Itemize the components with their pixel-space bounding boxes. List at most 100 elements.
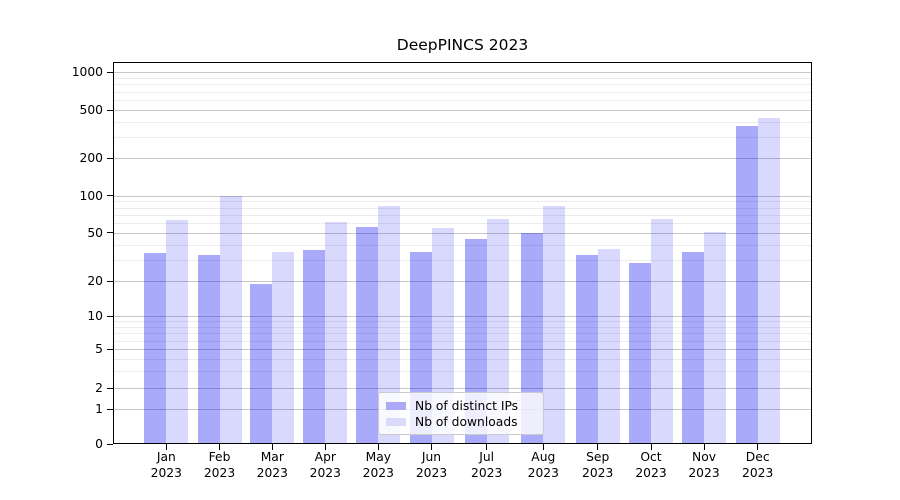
bar-distinct-ips-oct — [629, 263, 651, 443]
x-tick — [597, 444, 599, 450]
x-tick — [377, 444, 379, 450]
x-tick-label: Sep 2023 — [582, 450, 614, 480]
gridline-major — [114, 158, 811, 160]
x-tick — [757, 444, 759, 450]
y-tick — [107, 232, 113, 234]
gridline-major — [114, 349, 811, 351]
bar-downloads-feb — [219, 195, 242, 443]
y-tick — [107, 71, 113, 73]
y-tick — [107, 387, 113, 389]
gridline-minor — [114, 84, 811, 86]
x-tick — [542, 444, 544, 450]
y-tick-label: 100 — [79, 188, 103, 203]
x-tick — [324, 444, 326, 450]
gridline-minor — [114, 358, 811, 360]
y-tick-label: 200 — [79, 151, 103, 166]
plot-area — [113, 62, 812, 444]
legend-item-downloads: Nb of downloads — [386, 414, 543, 430]
gridline-minor — [114, 370, 811, 372]
gridline-minor — [114, 201, 811, 203]
bar-downloads-may — [378, 205, 401, 443]
gridline-major — [114, 232, 811, 234]
x-tick — [486, 444, 488, 450]
x-tick — [703, 444, 705, 450]
gridline-minor — [114, 136, 811, 138]
gridline-minor — [114, 244, 811, 246]
gridline-minor — [114, 207, 811, 209]
y-tick — [107, 195, 113, 197]
gridline-major — [114, 110, 811, 111]
bar-downloads-aug — [543, 205, 566, 443]
bar-downloads-apr — [325, 222, 348, 443]
y-tick — [107, 408, 113, 410]
x-tick-label: Oct 2023 — [635, 450, 667, 480]
gridline-major — [114, 388, 811, 389]
bar-distinct-ips-jan — [144, 253, 167, 443]
legend-item-distinct-ips: Nb of distinct IPs — [386, 398, 543, 414]
gridline-minor — [114, 100, 811, 101]
gridline-major — [114, 72, 811, 73]
x-tick — [219, 444, 220, 450]
x-tick-label: Jun 2023 — [415, 450, 448, 480]
x-tick-label: Jul 2023 — [471, 450, 503, 480]
y-tick-label: 0 — [95, 437, 103, 451]
gridline-minor — [114, 77, 811, 79]
y-tick — [107, 280, 113, 282]
legend: Nb of distinct IPs Nb of downloads — [378, 392, 544, 435]
bar-distinct-ips-may — [356, 226, 379, 443]
bar-downloads-jul — [486, 218, 509, 443]
gridline-minor — [114, 340, 811, 342]
bar-downloads-sep — [597, 248, 620, 443]
y-tick-label: 1000 — [71, 65, 103, 79]
bar-distinct-ips-nov — [682, 251, 704, 443]
y-tick-label: 5 — [95, 342, 103, 357]
bar-distinct-ips-sep — [575, 254, 598, 443]
x-tick-label: Apr 2023 — [309, 450, 341, 480]
bar-downloads-jun — [431, 227, 454, 443]
y-tick — [107, 348, 113, 350]
gridline-minor — [114, 91, 811, 93]
gridline-minor — [114, 326, 811, 328]
bar-downloads-mar — [272, 251, 295, 443]
bar-distinct-ips-feb — [197, 254, 220, 443]
x-tick — [165, 444, 167, 450]
x-tick-label: Aug 2023 — [527, 450, 559, 480]
bar-downloads-dec — [757, 118, 780, 443]
gridline-major — [114, 281, 811, 282]
y-tick-label: 500 — [79, 103, 103, 117]
y-tick — [107, 109, 113, 111]
x-tick-label: Mar 2023 — [256, 450, 288, 480]
x-tick — [650, 444, 652, 450]
bar-distinct-ips-dec — [735, 125, 758, 443]
bar-distinct-ips-mar — [250, 283, 273, 443]
legend-label-downloads: Nb of downloads — [415, 415, 518, 429]
bar-downloads-oct — [651, 218, 673, 443]
chart-title: DeepPINCS 2023 — [396, 36, 529, 54]
x-tick — [431, 444, 432, 450]
y-tick-label: 20 — [87, 274, 103, 288]
x-tick-label: Dec 2023 — [742, 450, 774, 480]
x-tick-label: Jan 2023 — [150, 450, 182, 480]
x-tick-label: May 2023 — [362, 450, 394, 480]
y-tick — [107, 157, 113, 159]
gridline-minor — [114, 321, 811, 323]
y-tick-label: 10 — [87, 309, 103, 323]
bar-distinct-ips-apr — [303, 250, 326, 443]
legend-label-distinct-ips: Nb of distinct IPs — [415, 399, 519, 413]
bar-distinct-ips-aug — [521, 232, 544, 443]
x-tick-label: Nov 2023 — [688, 450, 720, 480]
y-tick — [107, 443, 113, 445]
gridline-minor — [114, 333, 811, 335]
gridline-minor — [114, 223, 811, 224]
y-tick-label: 50 — [87, 225, 103, 240]
x-tick — [271, 444, 273, 450]
y-tick-label: 1 — [95, 402, 103, 416]
gridline-minor — [114, 214, 811, 216]
bar-downloads-jan — [166, 219, 189, 443]
gridline-minor — [114, 259, 811, 261]
bar-downloads-nov — [704, 231, 726, 443]
gridline-major — [114, 195, 811, 197]
legend-swatch-distinct-ips — [386, 402, 406, 410]
y-tick-label: 2 — [95, 381, 103, 395]
